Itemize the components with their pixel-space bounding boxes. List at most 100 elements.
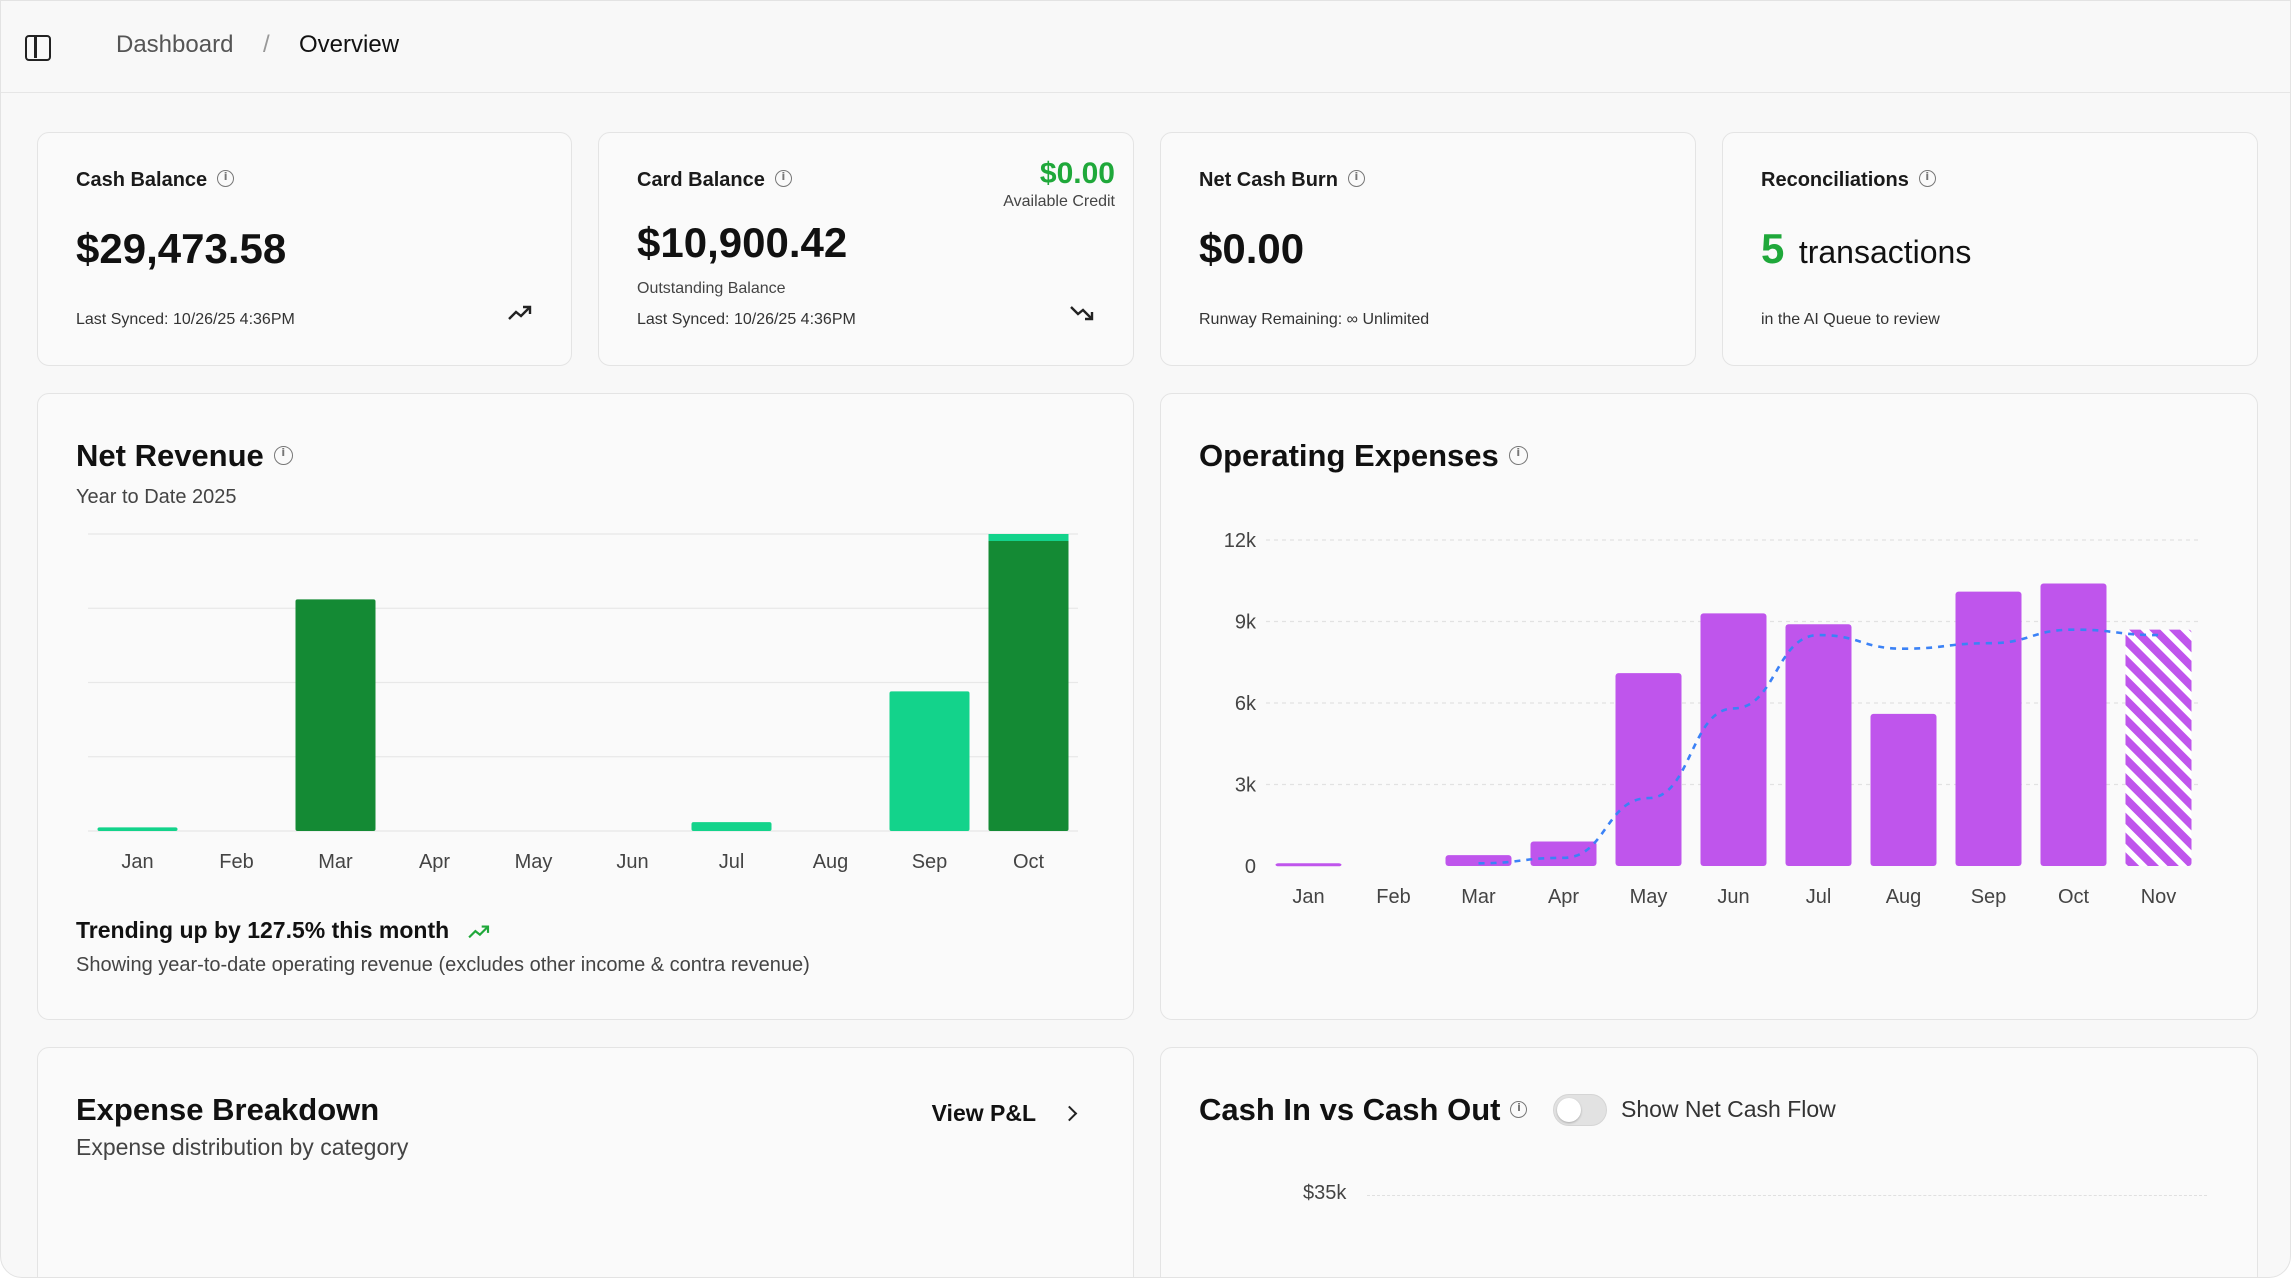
view-pl-link[interactable]: View P&L <box>931 1100 1078 1127</box>
net-cash-flow-toggle-label[interactable]: Show Net Cash Flow <box>1621 1096 1836 1122</box>
breadcrumb-current: Overview <box>299 31 400 58</box>
info-icon[interactable] <box>1918 170 1936 188</box>
revenue-bar-cap <box>988 534 1069 541</box>
y-axis-tick: $35k <box>1303 1182 1347 1204</box>
x-tick-label: Aug <box>1886 886 1922 908</box>
cash-flow-title: Cash In vs Cash Out <box>1199 1092 1528 1128</box>
x-tick-label: Aug <box>813 851 849 873</box>
reconciliations-card: Reconciliations 5 transactions in the AI… <box>1722 132 2258 366</box>
x-tick-label: Jun <box>1717 886 1749 908</box>
top-bar: Dashboard / Overview <box>1 1 2290 93</box>
reconciliations-count-label: transactions <box>1798 234 1972 270</box>
expense-bar-nov[interactable] <box>2125 629 2192 866</box>
trending-up-icon <box>467 925 489 939</box>
breadcrumb-dashboard[interactable]: Dashboard <box>116 31 234 58</box>
expense-breakdown-subtitle: Expense distribution by category <box>76 1134 409 1160</box>
expense-bar-jun[interactable] <box>1700 613 1767 866</box>
card-balance-title: Card Balance <box>637 169 792 192</box>
x-tick-label: Sep <box>912 851 948 873</box>
revenue-note: Showing year-to-date operating revenue (… <box>76 954 810 976</box>
info-icon[interactable] <box>774 170 792 188</box>
sidebar-toggle-icon[interactable] <box>25 35 51 61</box>
info-icon[interactable] <box>217 170 235 188</box>
card-balance-value: $10,900.42 <box>637 219 848 266</box>
grid-line <box>1367 1195 2207 1196</box>
toggle-knob <box>1557 1098 1581 1122</box>
card-balance-sync: Last Synced: 10/26/25 4:36PM <box>637 311 856 328</box>
view-pl-label[interactable]: View P&L <box>931 1100 1036 1126</box>
reconciliations-count: 5 <box>1761 225 1785 272</box>
revenue-bar-mar[interactable] <box>295 599 376 831</box>
x-tick-label: Jan <box>1292 886 1324 908</box>
x-tick-label: Feb <box>1376 886 1410 908</box>
cash-balance-title: Cash Balance <box>76 169 235 192</box>
info-icon[interactable] <box>1508 446 1528 466</box>
cash-balance-value: $29,473.58 <box>76 225 287 272</box>
net-cash-flow-toggle[interactable] <box>1553 1094 1607 1126</box>
y-tick-label: 9k <box>1235 612 1257 634</box>
revenue-bar-jan[interactable] <box>97 827 178 831</box>
expense-bar-jul[interactable] <box>1785 624 1852 866</box>
expense-breakdown-title: Expense Breakdown <box>76 1092 380 1127</box>
card-balance-card: Card Balance $0.00 Available Credit $10,… <box>598 132 1134 366</box>
info-icon[interactable] <box>273 446 293 466</box>
x-tick-label: Mar <box>318 851 353 873</box>
x-tick-label: Nov <box>2141 886 2177 908</box>
expense-trend-line <box>1478 628 2159 865</box>
reconciliations-count-row: 5 transactions <box>1761 225 1971 273</box>
trend-text: Trending up by 127.5% this month <box>76 917 450 943</box>
x-tick-label: Jul <box>719 851 745 873</box>
expense-breakdown-card: Expense Breakdown Expense distribution b… <box>37 1047 1134 1277</box>
runway-remaining: Runway Remaining: ∞ Unlimited <box>1199 311 1430 328</box>
x-tick-label: Jul <box>1806 886 1832 908</box>
outstanding-balance-label: Outstanding Balance <box>637 280 786 297</box>
expense-bar-apr[interactable] <box>1530 841 1597 866</box>
revenue-bar-sep[interactable] <box>889 691 970 831</box>
net-cash-burn-card: Net Cash Burn $0.00 Runway Remaining: ∞ … <box>1160 132 1696 366</box>
net-cash-burn-title: Net Cash Burn <box>1199 169 1365 192</box>
operating-expenses-chart: 0 3k 6k 9k 12k Jan Feb Mar Apr May Jun Jul Aug Sep Oct… <box>1224 530 2201 908</box>
info-icon[interactable] <box>1347 170 1365 188</box>
trending-up-icon <box>508 305 532 320</box>
trend-summary: Trending up by 127.5% this month <box>76 917 492 944</box>
available-credit-label: Available Credit <box>1003 193 1115 210</box>
chevron-right-icon <box>1061 1105 1078 1122</box>
x-tick-label: Jun <box>616 851 648 873</box>
x-tick-label: Oct <box>1013 851 1045 873</box>
info-icon[interactable] <box>1510 1101 1528 1119</box>
net-revenue-subtitle: Year to Date 2025 <box>76 486 237 508</box>
expense-bar-sep[interactable] <box>1955 591 2022 866</box>
x-tick-label: Jan <box>121 851 153 873</box>
x-tick-label: May <box>515 851 553 873</box>
x-tick-label: Mar <box>1461 886 1496 908</box>
operating-expenses-title: Operating Expenses <box>1199 438 1528 474</box>
x-tick-label: Feb <box>219 851 253 873</box>
expense-bar-aug[interactable] <box>1870 713 1937 866</box>
y-tick-label: 12k <box>1224 530 1257 552</box>
expense-bar-may[interactable] <box>1615 673 1682 866</box>
operating-expenses-card: Operating Expenses 0 3k 6k 9k 12k Jan Feb Mar Ap… <box>1160 393 2258 1020</box>
net-revenue-chart: Jan Feb Mar Apr May Jun Jul Aug Sep Oct <box>88 533 1078 873</box>
x-tick-label: Oct <box>2058 886 2090 908</box>
ai-queue-note: in the AI Queue to review <box>1761 311 1940 328</box>
available-credit-value: $0.00 <box>1039 157 1115 190</box>
trending-down-icon <box>1070 306 1094 321</box>
x-tick-label: May <box>1630 886 1668 908</box>
expense-bar-mar[interactable] <box>1445 855 1512 866</box>
breadcrumb-separator: / <box>263 31 270 58</box>
revenue-bar-jul[interactable] <box>691 822 772 831</box>
cash-balance-sync: Last Synced: 10/26/25 4:36PM <box>76 311 295 328</box>
net-cash-burn-value: $0.00 <box>1199 225 1305 272</box>
expense-bar-jan[interactable] <box>1275 863 1342 867</box>
x-tick-label: Apr <box>419 851 450 873</box>
cash-balance-card: Cash Balance $29,473.58 Last Synced: 10/… <box>37 132 572 366</box>
x-tick-label: Apr <box>1548 886 1579 908</box>
y-tick-label: 3k <box>1235 775 1257 797</box>
y-tick-label: 6k <box>1235 693 1257 715</box>
reconciliations-title: Reconciliations <box>1761 169 1936 192</box>
y-tick-label: 0 <box>1245 856 1256 878</box>
expense-bar-oct[interactable] <box>2040 583 2107 866</box>
revenue-bar-oct[interactable] <box>988 534 1069 831</box>
net-revenue-card: Net Revenue Year to Date 2025 Jan Feb Mar A… <box>37 393 1134 1020</box>
